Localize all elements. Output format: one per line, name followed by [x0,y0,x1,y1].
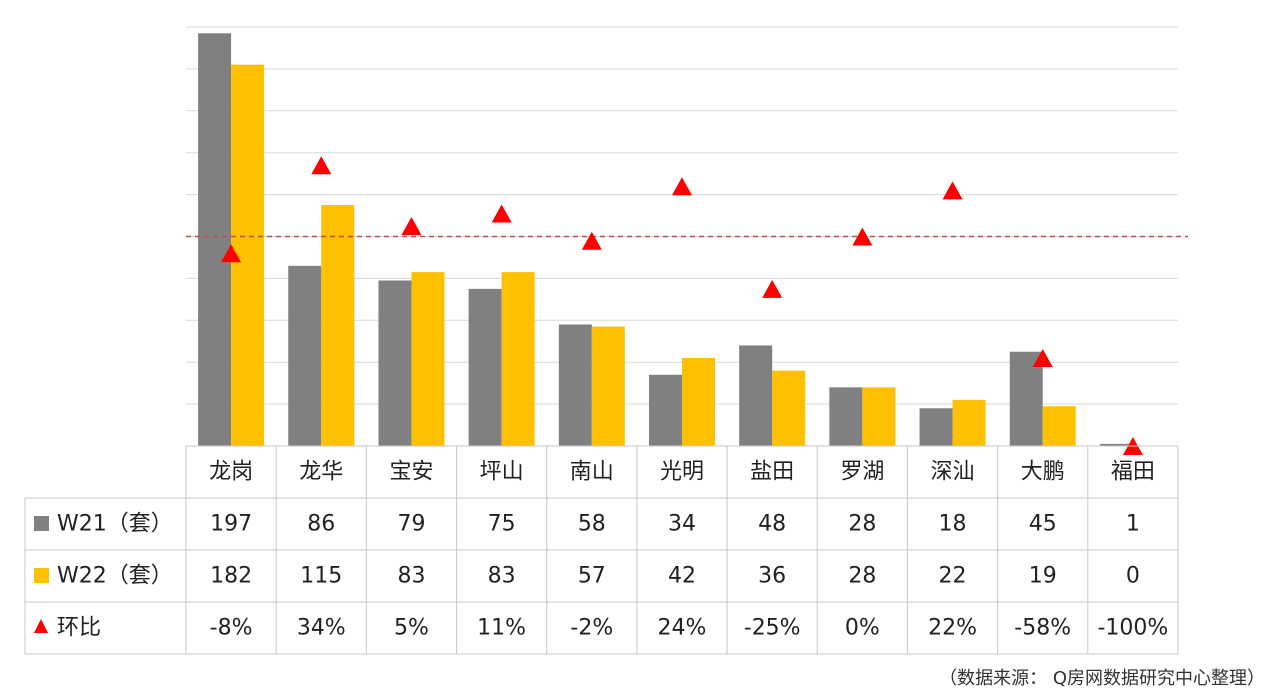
category-label: 宝安 [389,460,433,485]
table-cell: 5% [394,616,429,641]
table-cell: 11% [477,616,526,641]
category-label: 龙华 [299,460,343,485]
table-cell: 57 [578,564,606,589]
table-cell: 42 [668,564,696,589]
legend-key-ratio [34,619,48,633]
ratio-marker-2 [311,156,332,175]
table-cell: -25% [744,616,801,641]
ratio-marker-3 [401,217,422,236]
table-cell: -58% [1014,616,1071,641]
category-label: 南山 [570,460,614,485]
table-cell: 24% [658,616,707,641]
ratio-marker-1 [221,244,242,263]
table-cell: 18 [939,512,967,537]
ratio-markers [221,156,1143,455]
table-cell: 19 [1029,564,1057,589]
table-cell: 45 [1029,512,1057,537]
category-label: 福田 [1111,460,1155,485]
legend-key-w22 [34,568,49,583]
w22-bar-10 [1042,406,1076,446]
table-cell: -100% [1097,616,1168,641]
table-cell: 34% [297,616,346,641]
table-cell: 48 [758,512,786,537]
category-label: 坪山 [480,460,524,485]
legend-key-w21 [34,516,49,531]
w22-bar-8 [862,387,896,446]
w22-bar-6 [682,358,715,446]
w21-bar-7 [739,345,773,446]
w21-bar-1 [198,33,232,446]
category-label: 深汕 [931,460,975,485]
w21-bar-10 [1009,351,1043,446]
table-cell: 1 [1126,512,1140,537]
row-label: 环比 [57,616,101,641]
table-cell: 83 [488,564,516,589]
table-cell: 0% [845,616,880,641]
category-label: 罗湖 [840,460,884,485]
row-label: W21（套） [57,512,173,537]
table-cell: 197 [210,512,252,537]
table-cell: 79 [397,512,425,537]
w21-bar-4 [468,288,502,446]
category-label: 光明 [660,460,704,485]
table-cell: -2% [570,616,613,641]
ratio-marker-10 [1032,349,1053,368]
w21-bar-5 [558,324,592,446]
source-note: （数据来源： Q房网数据研究中心整理） [939,668,1265,689]
data-table: 龙岗 龙华 宝安 坪山 南山 光明 盐田 罗湖 深汕 大鹏 福田 W21（套） W22（套） 环比 197 8… [24,445,1179,655]
w21-bar-9 [919,408,953,446]
table-cell: 83 [397,564,425,589]
table-cell: 36 [758,564,786,589]
ratio-marker-9 [942,181,963,200]
table-cell: 75 [488,512,516,537]
ratio-marker-7 [762,279,783,298]
w22-bar-4 [501,272,535,446]
table-cell: 28 [848,564,876,589]
ratio-marker-5 [581,231,602,250]
w21-bar-2 [288,265,322,446]
table-cell: 28 [848,512,876,537]
w22-bar-5 [591,326,625,446]
w21-bar-6 [649,374,682,446]
w22-bar-7 [772,370,806,446]
table-cell: 0 [1126,564,1140,589]
bars [198,33,1133,447]
w21-bar-3 [378,280,412,446]
ratio-marker-6 [672,177,692,196]
table-cell: 58 [578,512,606,537]
category-label: 龙岗 [209,460,253,485]
ratio-marker-8 [852,227,873,246]
table-cell: 22% [928,616,977,641]
w22-bar-3 [411,272,445,446]
category-label: 大鹏 [1021,460,1065,485]
w22-bar-9 [952,399,986,446]
ratio-marker-4 [491,204,512,223]
row-label: W22（套） [57,564,173,589]
w22-bar-2 [321,205,355,446]
table-cell: 115 [300,564,342,589]
table-cell: 182 [210,564,252,589]
table-cell: -8% [210,616,253,641]
w21-bar-11 [1099,443,1133,446]
w21-bar-8 [829,387,863,446]
table-cell: 34 [668,512,696,537]
table-cell: 22 [939,564,967,589]
category-label: 盐田 [750,460,794,485]
table-cell: 86 [307,512,335,537]
